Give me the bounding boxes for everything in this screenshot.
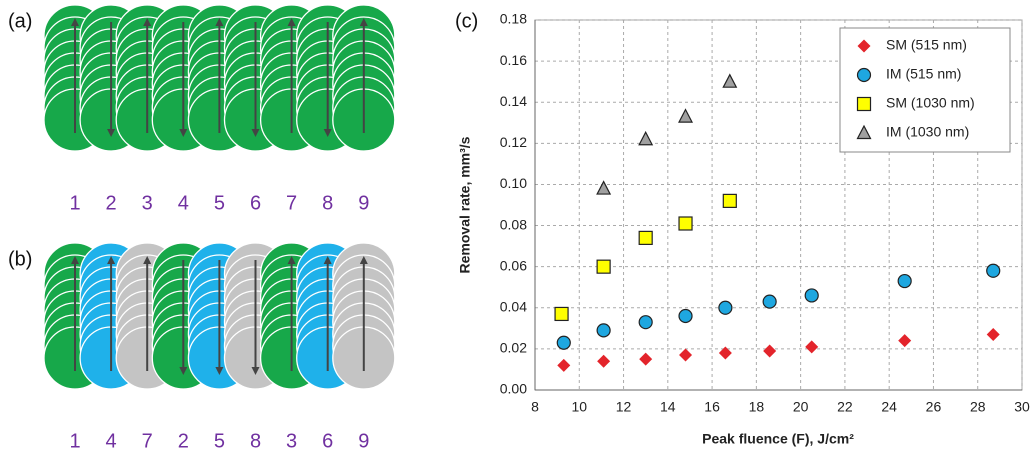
column-number: 5 [214, 430, 225, 452]
y-axis-label: Removal rate, mm³/s [457, 136, 473, 273]
column-number: 8 [322, 192, 333, 214]
point [597, 260, 610, 273]
legend-marker [858, 98, 871, 111]
point [639, 316, 652, 329]
point [639, 353, 652, 366]
point [557, 336, 570, 349]
point [723, 194, 736, 207]
point [555, 307, 568, 320]
point [679, 349, 692, 362]
y-tick-label: 0.10 [500, 175, 527, 191]
point [805, 340, 818, 353]
y-tick-label: 0.14 [500, 93, 527, 109]
x-tick-label: 18 [749, 399, 765, 415]
point [987, 264, 1000, 277]
panel-label: (c) [455, 10, 478, 32]
y-tick-label: 0.08 [500, 216, 527, 232]
column-number: 1 [69, 430, 80, 452]
column-number: 4 [178, 192, 189, 214]
point [639, 231, 652, 244]
column-number: 8 [250, 430, 261, 452]
y-tick-label: 0.00 [500, 381, 527, 397]
column-number: 9 [358, 192, 369, 214]
column-number: 6 [250, 192, 261, 214]
column-number: 9 [358, 430, 369, 452]
column-number: 1 [69, 192, 80, 214]
y-tick-label: 0.18 [500, 11, 527, 27]
y-tick-label: 0.04 [500, 298, 527, 314]
x-tick-label: 14 [660, 399, 676, 415]
point [597, 324, 610, 337]
point [679, 110, 692, 123]
point [898, 275, 911, 288]
point [597, 182, 610, 195]
column-number: 3 [142, 192, 153, 214]
column-number: 3 [286, 430, 297, 452]
x-tick-label: 10 [571, 399, 587, 415]
point [898, 334, 911, 347]
panel-label: (a) [8, 10, 32, 32]
legend-marker [858, 69, 871, 82]
y-tick-label: 0.12 [500, 134, 527, 150]
legend-entry: SM (515 nm) [886, 37, 967, 53]
column-number: 7 [286, 192, 297, 214]
column-number: 2 [178, 430, 189, 452]
scan-column [333, 5, 395, 151]
point [597, 355, 610, 368]
column-number: 4 [106, 430, 117, 452]
x-tick-label: 20 [793, 399, 809, 415]
point [723, 75, 736, 88]
x-tick-label: 30 [1014, 399, 1030, 415]
x-tick-label: 16 [704, 399, 720, 415]
x-tick-label: 28 [970, 399, 986, 415]
column-number: 2 [106, 192, 117, 214]
y-tick-label: 0.16 [500, 52, 527, 68]
legend-entry: SM (1030 nm) [886, 95, 975, 111]
x-tick-label: 24 [881, 399, 897, 415]
point [763, 344, 776, 357]
x-tick-label: 12 [616, 399, 632, 415]
panel-label: (b) [8, 248, 32, 270]
column-number: 6 [322, 430, 333, 452]
column-number: 5 [214, 192, 225, 214]
point [679, 217, 692, 230]
x-tick-label: 26 [926, 399, 942, 415]
point [679, 310, 692, 323]
point [805, 289, 818, 302]
point [763, 295, 776, 308]
legend-entry: IM (515 nm) [886, 66, 961, 82]
y-tick-label: 0.06 [500, 257, 527, 273]
column-number: 7 [142, 430, 153, 452]
x-tick-label: 22 [837, 399, 853, 415]
point [719, 301, 732, 314]
legend-entry: IM (1030 nm) [886, 124, 969, 140]
scan-column [333, 243, 395, 389]
point [639, 132, 652, 145]
x-axis-label: Peak fluence (F), J/cm² [702, 431, 854, 447]
y-tick-label: 0.02 [500, 340, 527, 356]
point [557, 359, 570, 372]
point [987, 328, 1000, 341]
figure: Peak fluence (F), J/cm² Removal rate, mm… [0, 0, 1035, 454]
x-tick-label: 8 [531, 399, 539, 415]
